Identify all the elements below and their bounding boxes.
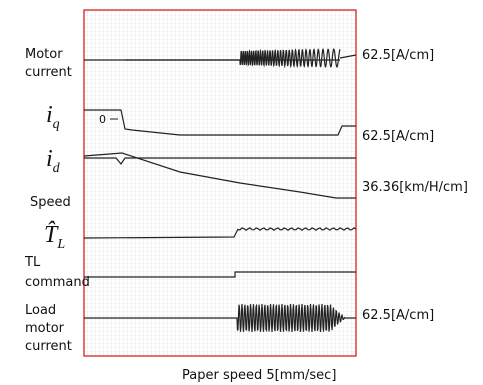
scale-label: 62.5[A/cm] xyxy=(362,308,434,323)
figure: Motor current iq 0 id Speed T̂L TL comma… xyxy=(0,0,483,385)
scale-label: 62.5[A/cm] xyxy=(362,129,434,144)
label: Motor xyxy=(25,47,63,62)
symbol: i xyxy=(46,146,53,172)
label: TL xyxy=(24,255,41,270)
symbol-label: iq xyxy=(46,102,60,132)
label: Speed xyxy=(30,195,71,210)
label: motor xyxy=(25,321,65,336)
label: current xyxy=(25,65,72,80)
scale-label: 36.36[km/H/cm] xyxy=(362,180,468,195)
scale-label: 62.5[A/cm] xyxy=(362,48,434,63)
label: command xyxy=(25,275,90,290)
label: Load xyxy=(25,303,56,318)
label: current xyxy=(25,339,72,354)
symbol-label: T̂L xyxy=(44,221,65,252)
subscript: q xyxy=(53,117,60,132)
subscript: L xyxy=(56,237,65,252)
symbol-label: id xyxy=(46,146,61,176)
symbol: i xyxy=(46,102,53,128)
zero-label: 0 xyxy=(99,113,106,126)
footer: Paper speed 5[mm/sec] xyxy=(182,368,336,383)
subscript: d xyxy=(53,161,61,176)
